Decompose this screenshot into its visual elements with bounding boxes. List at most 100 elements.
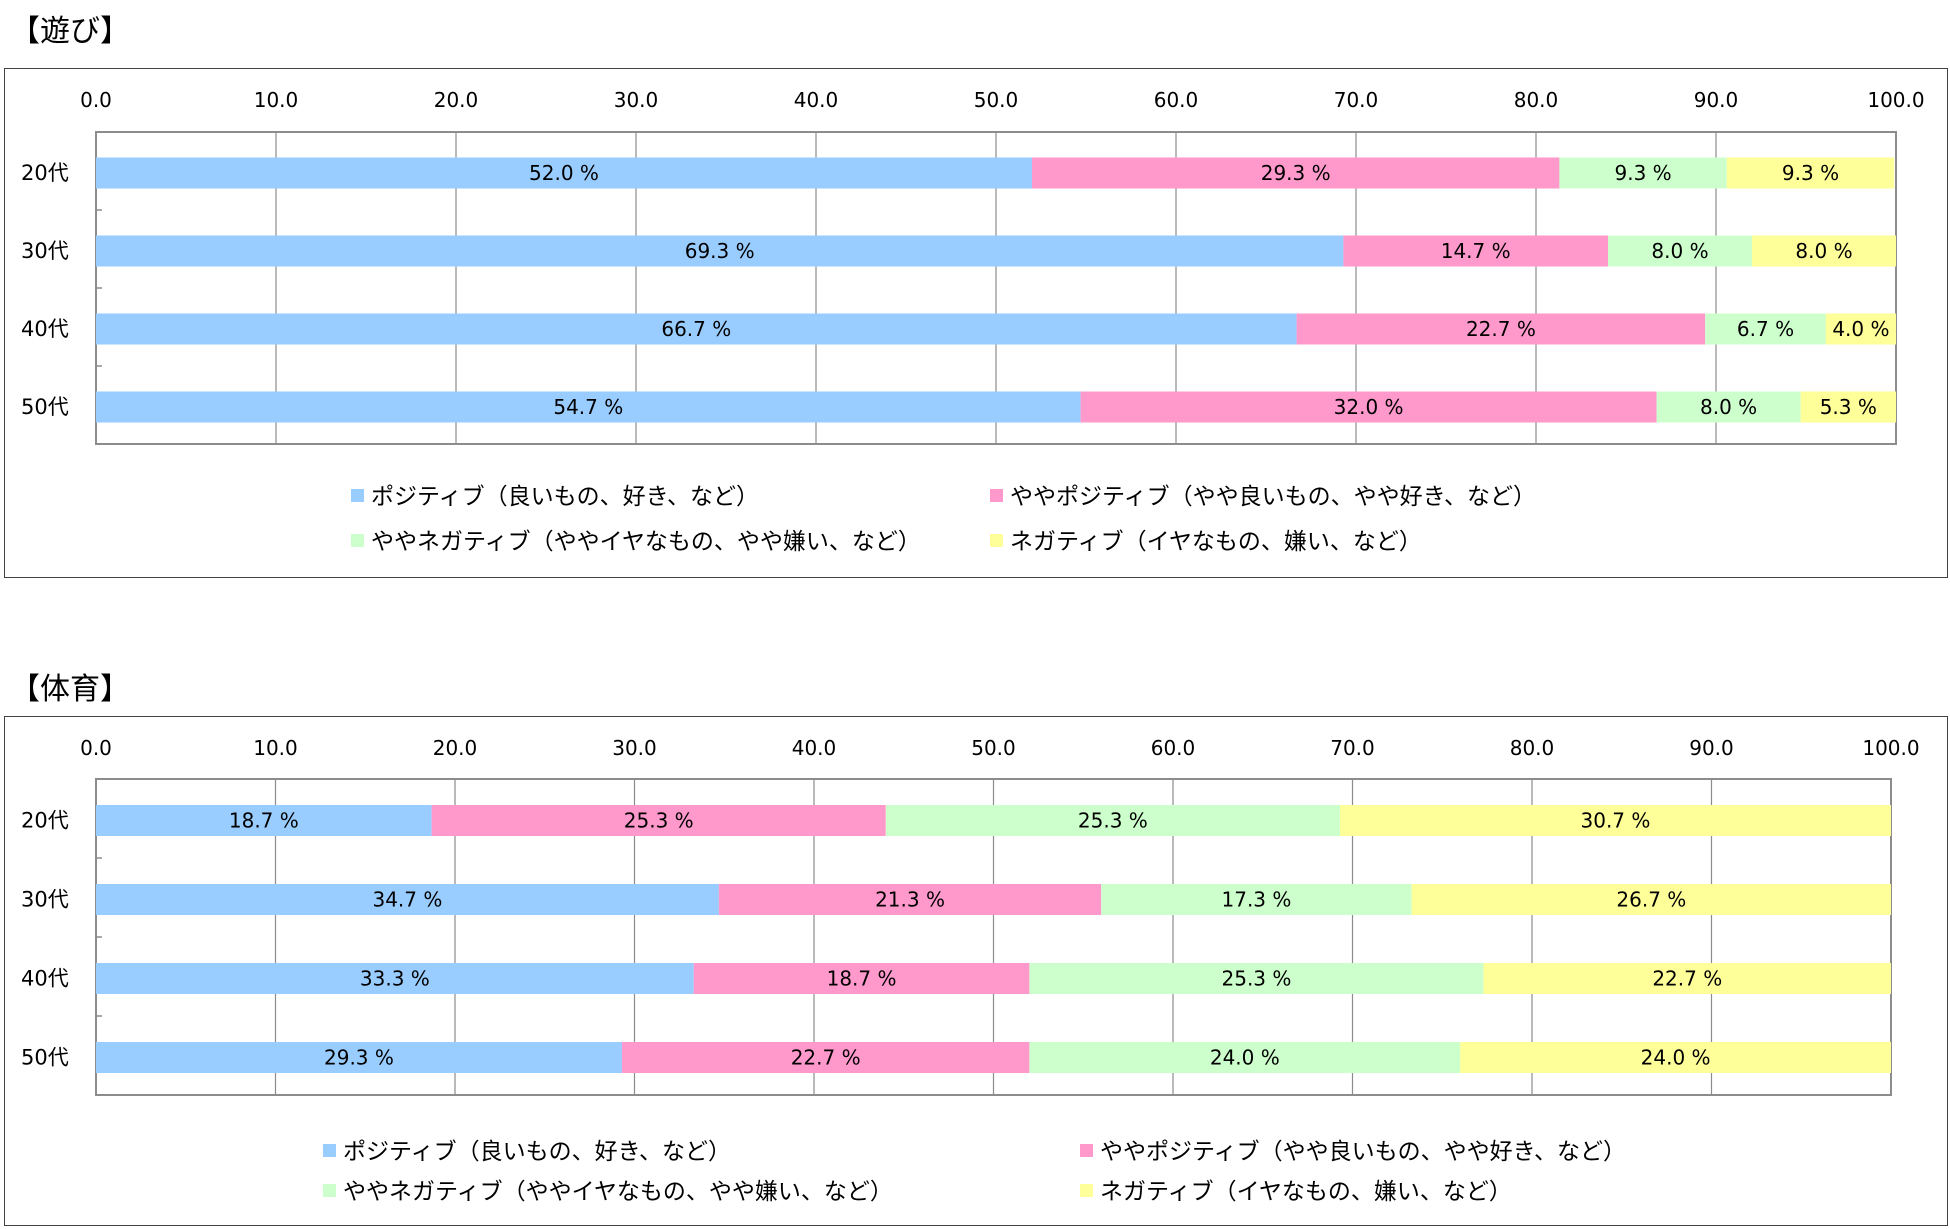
x-tick-label: 10.0 [253, 736, 298, 760]
x-tick-label: 40.0 [792, 736, 837, 760]
bar-segment [621, 1042, 1030, 1073]
x-tick-label: 60.0 [1151, 736, 1196, 760]
bar-segment [96, 884, 719, 915]
x-tick-label: 90.0 [1689, 736, 1734, 760]
legend-label: ややネガティブ（ややイヤなもの、やや嫌い、など） [371, 529, 921, 555]
bar-segment [96, 235, 1344, 267]
chart-frame-asobi: 0.0 10.0 20.0 30.0 40.0 50.0 60.0 70.0 80.0 90.0 1… [4, 68, 1948, 578]
bar-segment [96, 391, 1081, 423]
data-label: 26.7 % [1616, 888, 1686, 912]
bar-segment [1825, 313, 1896, 345]
data-label: 69.3 % [685, 239, 755, 263]
chart-frame-taiiku: 0.0 10.0 20.0 30.0 40.0 50.0 60.0 70.0 80.0 90.0 1… [4, 716, 1948, 1226]
data-label: 30.7 % [1581, 809, 1651, 833]
x-tick-label: 70.0 [1334, 88, 1379, 112]
chart-title-taiiku: 【体育】 [10, 672, 130, 707]
data-label: 32.0 % [1334, 395, 1404, 419]
legend-label: ネガティブ（イヤなもの、嫌い、など） [1100, 1179, 1512, 1205]
bar-segment [1411, 884, 1891, 915]
legend-swatch [1080, 1144, 1093, 1157]
legend-label: ややネガティブ（ややイヤなもの、やや嫌い、など） [343, 1179, 893, 1205]
legend-label: ネガティブ（イヤなもの、嫌い、など） [1010, 529, 1422, 555]
bar-segment [431, 805, 886, 836]
legend-swatch [990, 489, 1003, 502]
category-label: 30代 [21, 239, 69, 263]
data-label: 5.3 % [1820, 395, 1877, 419]
bar-segment [96, 1042, 622, 1073]
category-label: 40代 [21, 317, 69, 341]
data-label: 66.7 % [661, 317, 731, 341]
bar-segment [1339, 805, 1891, 836]
bar-segment [1460, 1042, 1891, 1073]
bar-segment [693, 963, 1030, 994]
data-label: 9.3 % [1615, 161, 1672, 185]
legend-swatch [990, 534, 1003, 547]
category-label: 30代 [21, 888, 69, 912]
x-tick-label: 30.0 [614, 88, 659, 112]
stacked-bar-chart-taiiku: 0.0 10.0 20.0 30.0 40.0 50.0 60.0 70.0 80.0 90.0 1… [21, 736, 1920, 1205]
x-tick-label: 90.0 [1694, 88, 1739, 112]
bar-segment [96, 313, 1297, 345]
bar-segment [1032, 157, 1560, 189]
x-tick-label: 70.0 [1330, 736, 1375, 760]
legend-label: ポジティブ（良いもの、好き、など） [343, 1139, 731, 1165]
bar-segment [885, 805, 1340, 836]
bar-segment [96, 157, 1032, 189]
bar-segment [718, 884, 1102, 915]
x-tick-label: 100.0 [1867, 88, 1924, 112]
data-label: 21.3 % [875, 888, 945, 912]
data-label: 4.0 % [1832, 317, 1889, 341]
x-tick-label: 0.0 [80, 736, 112, 760]
legend-swatch [1080, 1184, 1093, 1197]
x-tick-label: 50.0 [974, 88, 1019, 112]
x-tick-label: 40.0 [794, 88, 839, 112]
category-label: 20代 [21, 161, 69, 185]
data-label: 25.3 % [624, 809, 694, 833]
bar-segment [1343, 235, 1608, 267]
bar-segment [1296, 313, 1706, 345]
data-label: 8.0 % [1651, 239, 1708, 263]
data-label: 22.7 % [1466, 317, 1536, 341]
bar-segment [1101, 884, 1412, 915]
legend-swatch [351, 534, 364, 547]
data-label: 22.7 % [791, 1046, 861, 1070]
bar-segment [1800, 391, 1896, 423]
bar-segment [1656, 391, 1801, 423]
category-label: 20代 [21, 809, 69, 833]
data-label: 18.7 % [827, 967, 897, 991]
legend-swatch [323, 1184, 336, 1197]
bar-segment [1752, 235, 1896, 267]
data-label: 8.0 % [1795, 239, 1852, 263]
data-label: 29.3 % [324, 1046, 394, 1070]
x-tick-label: 0.0 [80, 88, 112, 112]
data-label: 9.3 % [1782, 161, 1839, 185]
x-tick-label: 50.0 [971, 736, 1016, 760]
legend-label: ややポジティブ（やや良いもの、やや好き、など） [1010, 484, 1536, 510]
bar-segment [1608, 235, 1752, 267]
chart-title-asobi: 【遊び】 [10, 14, 130, 49]
data-label: 24.0 % [1641, 1046, 1711, 1070]
data-label: 17.3 % [1222, 888, 1292, 912]
data-label: 25.3 % [1078, 809, 1148, 833]
data-label: 18.7 % [229, 809, 299, 833]
category-label: 50代 [21, 1046, 69, 1070]
legend-label: ややポジティブ（やや良いもの、やや好き、など） [1100, 1139, 1626, 1165]
legend-swatch [351, 489, 364, 502]
bar-segment [1705, 313, 1826, 345]
data-label: 24.0 % [1210, 1046, 1280, 1070]
category-label: 50代 [21, 395, 69, 419]
x-tick-label: 100.0 [1862, 736, 1919, 760]
x-tick-label: 30.0 [612, 736, 657, 760]
data-label: 25.3 % [1222, 967, 1292, 991]
legend-swatch [323, 1144, 336, 1157]
x-tick-label: 80.0 [1514, 88, 1559, 112]
data-label: 54.7 % [553, 395, 623, 419]
x-tick-label: 20.0 [433, 736, 478, 760]
data-label: 22.7 % [1652, 967, 1722, 991]
bar-segment [96, 963, 694, 994]
bar-segment [1483, 963, 1891, 994]
data-label: 33.3 % [360, 967, 430, 991]
bar-segment [1029, 963, 1484, 994]
x-tick-label: 20.0 [434, 88, 479, 112]
bar-segment [1080, 391, 1657, 423]
